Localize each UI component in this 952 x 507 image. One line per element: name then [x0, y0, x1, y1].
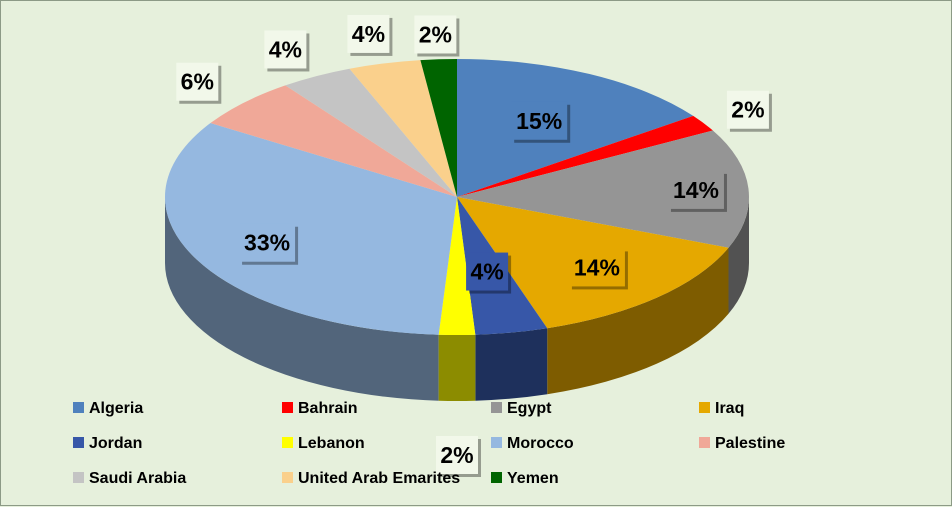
legend-item-bahrain: Bahrain	[282, 400, 358, 417]
legend-label: Jordan	[89, 435, 142, 452]
data-label-morocco: 33%	[239, 223, 299, 265]
data-label-box	[511, 101, 568, 140]
pie-sides	[165, 197, 749, 401]
data-label-text: 6%	[181, 69, 214, 95]
legend-label: Yemen	[507, 470, 559, 487]
legend-swatch	[73, 402, 84, 413]
data-label-text: 4%	[352, 21, 385, 47]
legend-label: Bahrain	[298, 400, 358, 417]
side-lebanon	[438, 334, 476, 401]
legend: Algeria Bahrain Egypt Iraq Jordan Lebanon Moro…	[73, 400, 785, 487]
side-morocco	[165, 197, 439, 401]
data-label-box	[176, 62, 219, 101]
data-label-text: 2%	[419, 21, 452, 47]
legend-item-iraq: Iraq	[699, 400, 744, 417]
data-label-bahrain: 2%	[726, 90, 772, 132]
legend-label: Algeria	[89, 400, 143, 417]
data-label-box	[239, 223, 296, 262]
data-label-box	[347, 14, 390, 53]
data-label-lebanon: 2%	[436, 436, 481, 477]
legend-swatch	[491, 472, 502, 483]
data-label-algeria: 15%	[511, 101, 571, 143]
side-egypt	[728, 197, 749, 314]
data-label-box	[568, 248, 625, 287]
side-jordan	[475, 328, 548, 401]
pie-tops	[165, 59, 749, 335]
slice-saudi-arabia[interactable]	[285, 68, 457, 197]
data-label-united-arab-emarites: 4%	[347, 14, 393, 56]
data-label-text: 14%	[673, 177, 719, 203]
legend-item-yemen: Yemen	[491, 470, 559, 487]
side-iraq	[547, 247, 729, 395]
data-label-yemen: 2%	[414, 15, 460, 57]
legend-swatch	[699, 402, 710, 413]
legend-item-palestine: Palestine	[699, 435, 785, 452]
legend-swatch	[282, 402, 293, 413]
legend-item-egypt: Egypt	[491, 400, 552, 417]
legend-swatch	[491, 437, 502, 448]
data-label-text: 14%	[574, 254, 620, 280]
data-label-text: 4%	[470, 259, 503, 285]
legend-label: Morocco	[507, 435, 574, 452]
data-label-jordan: 4%	[466, 252, 512, 294]
data-label-egypt: 14%	[667, 170, 727, 212]
data-label-text: 33%	[244, 230, 290, 256]
legend-swatch	[282, 437, 293, 448]
slice-egypt[interactable]	[457, 130, 749, 248]
legend-label: Egypt	[507, 400, 552, 417]
data-label-box	[667, 170, 724, 209]
legend-item-algeria: Algeria	[73, 400, 143, 417]
data-label-box	[466, 252, 509, 291]
data-labels: 15% 2% 14% 14% 4% 2% 33% 6% 4% 4% 2%	[176, 14, 772, 477]
legend-item-lebanon: Lebanon	[282, 435, 365, 452]
slice-yemen[interactable]	[420, 59, 457, 197]
data-label-box	[436, 436, 478, 474]
legend-item-morocco: Morocco	[491, 435, 574, 452]
legend-label: Palestine	[715, 435, 785, 452]
legend-swatch	[73, 437, 84, 448]
data-label-box	[726, 90, 769, 129]
slice-algeria[interactable]	[457, 59, 694, 197]
slice-lebanon[interactable]	[438, 197, 476, 335]
legend-swatch	[699, 437, 710, 448]
data-label-text: 2%	[731, 97, 764, 123]
data-label-box	[264, 30, 307, 69]
legend-label: United Arab Emarites	[298, 470, 460, 487]
legend-item-jordan: Jordan	[73, 435, 142, 452]
legend-swatch	[491, 402, 502, 413]
slice-morocco[interactable]	[165, 123, 457, 335]
slice-palestine[interactable]	[210, 85, 457, 197]
data-label-text: 2%	[440, 442, 473, 468]
data-label-box	[414, 15, 457, 54]
legend-label: Saudi Arabia	[89, 470, 186, 487]
data-label-text: 4%	[269, 36, 302, 62]
legend-item-united-arab-emarites: United Arab Emarites	[282, 470, 460, 487]
legend-item-saudi-arabia: Saudi Arabia	[73, 470, 186, 487]
legend-label: Lebanon	[298, 435, 365, 452]
data-label-palestine: 6%	[176, 62, 222, 104]
slice-bahrain[interactable]	[457, 115, 713, 197]
data-label-text: 15%	[516, 108, 562, 134]
slice-united-arab-emarites[interactable]	[349, 60, 457, 198]
data-label-saudi-arabia: 4%	[264, 30, 310, 72]
legend-swatch	[282, 472, 293, 483]
legend-swatch	[73, 472, 84, 483]
data-label-iraq: 14%	[568, 248, 628, 290]
legend-label: Iraq	[715, 400, 744, 417]
